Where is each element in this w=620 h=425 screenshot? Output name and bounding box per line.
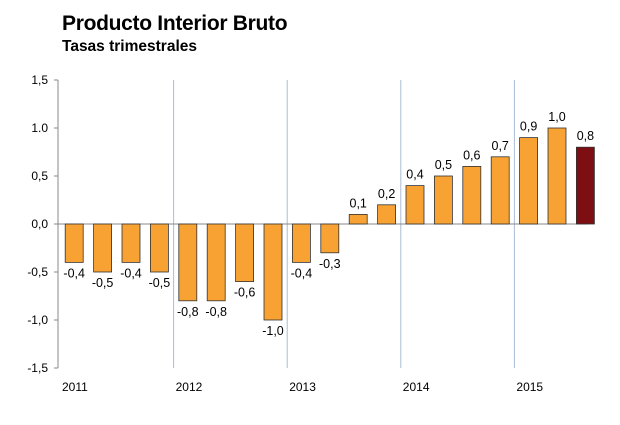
data-label: 0,1 [350,196,367,210]
bar [235,223,255,282]
data-label: -0,8 [205,305,227,319]
bar [149,223,169,273]
data-label: 0,8 [577,129,594,143]
bar [291,223,311,263]
bar [206,223,226,302]
bar [348,213,368,225]
data-label: -0,8 [177,305,199,319]
y-tick-label: -1,5 [27,361,48,375]
data-label: 0,7 [492,139,509,153]
bar [64,223,84,263]
bar [263,223,283,321]
x-tick-label: 2011 [62,380,88,394]
bar [178,223,198,302]
y-tick-label: -0,5 [27,265,48,279]
y-tick-label: 1.0 [31,121,48,135]
bar [576,146,595,225]
bar [377,204,397,225]
x-tick-label: 2012 [176,380,203,394]
bar [519,137,538,225]
bar [320,223,340,254]
data-label: 0,2 [378,187,395,201]
data-label: 0,5 [435,158,452,172]
data-label: 0,6 [463,148,480,162]
data-label: 0,9 [520,120,537,134]
data-label: -0,4 [120,266,142,280]
x-tick-label: 2014 [403,380,430,394]
data-label: -0,5 [92,276,114,290]
bar [405,185,425,225]
bar [490,156,510,225]
x-tick-label: 2015 [516,380,543,394]
data-label: -0,5 [149,276,171,290]
bar [121,223,141,263]
y-tick-label: 0,5 [31,169,48,183]
data-label: -0,6 [234,286,256,300]
data-label: -0,4 [63,266,85,280]
data-label: 0,4 [406,168,423,182]
y-tick-label: 0,0 [31,217,48,231]
bar [433,175,453,225]
bar [547,127,567,225]
y-tick-label: -1,0 [27,313,48,327]
bar [462,165,482,225]
y-tick-label: 1,5 [31,73,48,87]
x-tick-label: 2013 [289,380,316,394]
bar [93,223,112,273]
chart-title: Producto Interior Bruto [62,12,288,35]
data-label: -0,4 [291,266,313,280]
data-label: -1,0 [262,324,284,338]
data-label: 1,0 [548,110,565,124]
data-label: -0,3 [319,257,341,271]
chart-subtitle: Tasas trimestrales [62,38,197,55]
